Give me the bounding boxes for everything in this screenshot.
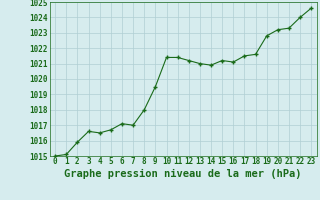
X-axis label: Graphe pression niveau de la mer (hPa): Graphe pression niveau de la mer (hPa) xyxy=(64,169,302,179)
